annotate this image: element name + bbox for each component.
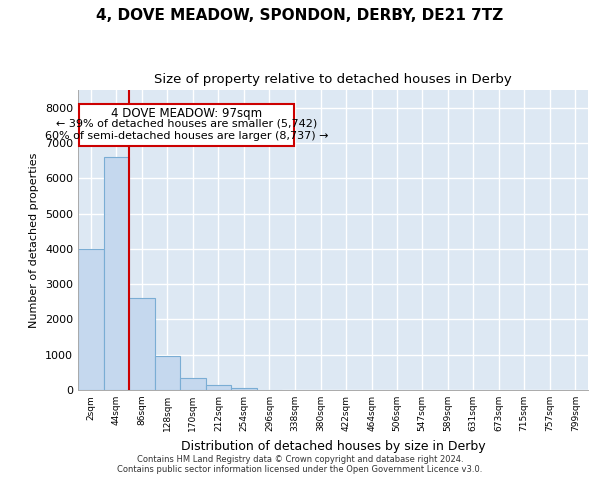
Bar (206, 384, 231, 390)
Text: 4, DOVE MEADOW, SPONDON, DERBY, DE21 7TZ: 4, DOVE MEADOW, SPONDON, DERBY, DE21 7TZ (97, 8, 503, 22)
Text: Contains HM Land Registry data © Crown copyright and database right 2024.: Contains HM Land Registry data © Crown c… (137, 455, 463, 464)
Bar (104, 157, 129, 390)
Bar (129, 298, 155, 390)
Bar (155, 356, 180, 390)
Bar (78, 249, 104, 390)
Y-axis label: Number of detached properties: Number of detached properties (29, 152, 40, 328)
Text: ← 39% of detached houses are smaller (5,742): ← 39% of detached houses are smaller (5,… (56, 118, 317, 128)
Text: Contains public sector information licensed under the Open Government Licence v3: Contains public sector information licen… (118, 465, 482, 474)
FancyBboxPatch shape (79, 104, 295, 146)
Text: 4 DOVE MEADOW: 97sqm: 4 DOVE MEADOW: 97sqm (111, 106, 262, 120)
Bar (180, 378, 206, 390)
Title: Size of property relative to detached houses in Derby: Size of property relative to detached ho… (154, 73, 512, 86)
X-axis label: Distribution of detached houses by size in Derby: Distribution of detached houses by size … (181, 440, 485, 452)
Text: 60% of semi-detached houses are larger (8,737) →: 60% of semi-detached houses are larger (… (45, 131, 328, 141)
Bar (231, 388, 257, 390)
